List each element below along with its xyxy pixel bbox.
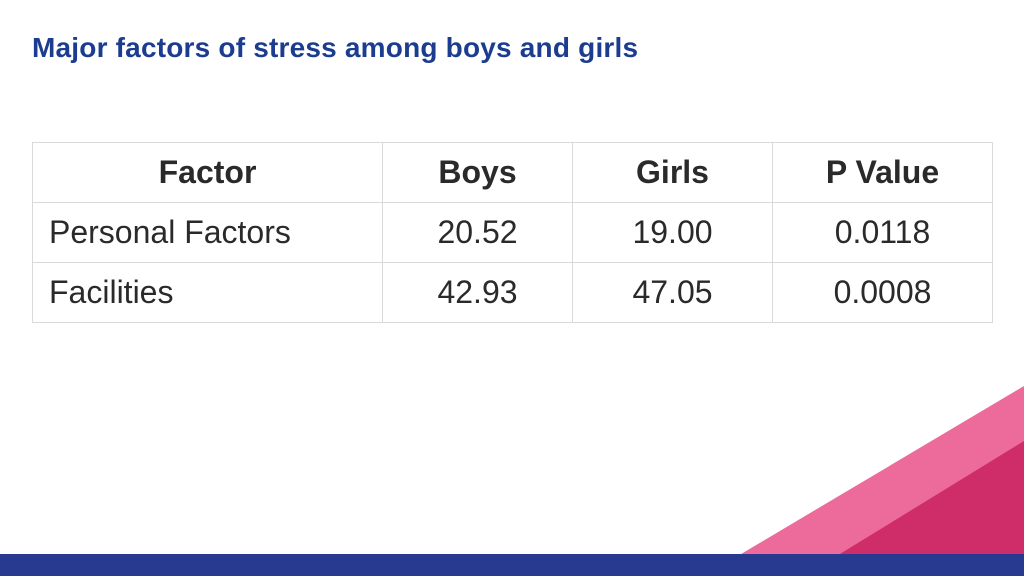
stress-factors-table: Factor Boys Girls P Value Personal Facto… (32, 142, 993, 323)
cell-boys: 42.93 (383, 263, 573, 323)
corner-decoration (684, 386, 1024, 576)
table-header-row: Factor Boys Girls P Value (33, 143, 993, 203)
cell-boys: 20.52 (383, 203, 573, 263)
cell-pvalue: 0.0008 (773, 263, 993, 323)
table-row: Personal Factors 20.52 19.00 0.0118 (33, 203, 993, 263)
col-header-factor: Factor (33, 143, 383, 203)
slide-title: Major factors of stress among boys and g… (32, 32, 992, 64)
col-header-boys: Boys (383, 143, 573, 203)
stress-factors-table-wrap: Factor Boys Girls P Value Personal Facto… (32, 142, 992, 323)
cell-girls: 47.05 (573, 263, 773, 323)
table-row: Facilities 42.93 47.05 0.0008 (33, 263, 993, 323)
cell-factor: Facilities (33, 263, 383, 323)
col-header-pvalue: P Value (773, 143, 993, 203)
triangle-back (704, 386, 1024, 576)
cell-girls: 19.00 (573, 203, 773, 263)
cell-factor: Personal Factors (33, 203, 383, 263)
cell-pvalue: 0.0118 (773, 203, 993, 263)
col-header-girls: Girls (573, 143, 773, 203)
slide: Major factors of stress among boys and g… (0, 0, 1024, 576)
bottom-bar (0, 554, 1024, 576)
